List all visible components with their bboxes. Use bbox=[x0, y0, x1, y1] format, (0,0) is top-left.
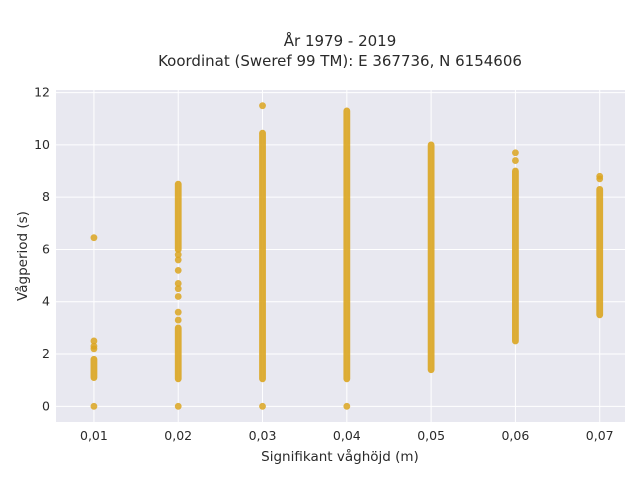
y-tick-label: 0 bbox=[42, 398, 50, 413]
data-point bbox=[512, 157, 519, 164]
data-point bbox=[90, 402, 98, 410]
y-tick-label: 6 bbox=[42, 241, 50, 256]
data-point-cluster bbox=[90, 355, 98, 381]
chart-title-line-2: Koordinat (Sweref 99 TM): E 367736, N 61… bbox=[158, 52, 522, 70]
data-point-cluster bbox=[343, 107, 351, 383]
data-point bbox=[174, 316, 182, 324]
x-tick-label: 0,04 bbox=[333, 428, 361, 443]
x-tick-label: 0,03 bbox=[249, 428, 277, 443]
data-point bbox=[174, 285, 182, 293]
chart-title-line-1: År 1979 - 2019 bbox=[284, 31, 397, 50]
data-point bbox=[596, 172, 604, 180]
data-points bbox=[90, 102, 604, 410]
x-tick-label: 0,06 bbox=[501, 428, 529, 443]
data-point bbox=[90, 337, 98, 345]
data-point-cluster bbox=[427, 141, 435, 374]
data-point bbox=[174, 402, 182, 410]
data-point bbox=[174, 293, 182, 300]
y-axis-label: Vågperiod (s) bbox=[14, 211, 31, 301]
x-tick-label: 0,07 bbox=[586, 428, 614, 443]
x-tick-label: 0,02 bbox=[164, 428, 192, 443]
data-point-cluster bbox=[596, 185, 604, 319]
data-point-cluster bbox=[512, 167, 519, 345]
data-point bbox=[343, 402, 351, 410]
data-point bbox=[259, 402, 266, 410]
data-point bbox=[174, 266, 182, 274]
y-tick-label: 10 bbox=[34, 137, 50, 152]
x-tick-label: 0,05 bbox=[417, 428, 445, 443]
data-point bbox=[174, 308, 182, 316]
data-point bbox=[512, 149, 519, 157]
data-point bbox=[174, 251, 182, 259]
y-axis-ticks: 0 2 4 6 8 10 12 bbox=[34, 85, 50, 414]
y-tick-label: 4 bbox=[42, 294, 50, 309]
data-point-cluster bbox=[174, 324, 182, 383]
data-point bbox=[174, 280, 182, 287]
x-axis-label: Signifikant våghöjd (m) bbox=[261, 448, 419, 465]
plot-area bbox=[56, 90, 625, 422]
y-tick-label: 8 bbox=[42, 189, 50, 204]
x-axis-ticks: 0,01 0,02 0,03 0,04 0,05 0,06 0,07 bbox=[80, 428, 614, 443]
data-point bbox=[90, 342, 98, 350]
data-point bbox=[174, 256, 182, 264]
x-tick-label: 0,01 bbox=[80, 428, 108, 443]
data-point bbox=[90, 234, 98, 242]
data-point-cluster bbox=[174, 180, 182, 253]
y-tick-label: 2 bbox=[42, 346, 50, 361]
y-tick-label: 12 bbox=[34, 85, 50, 100]
data-point-cluster bbox=[259, 129, 266, 383]
data-point bbox=[259, 102, 266, 110]
